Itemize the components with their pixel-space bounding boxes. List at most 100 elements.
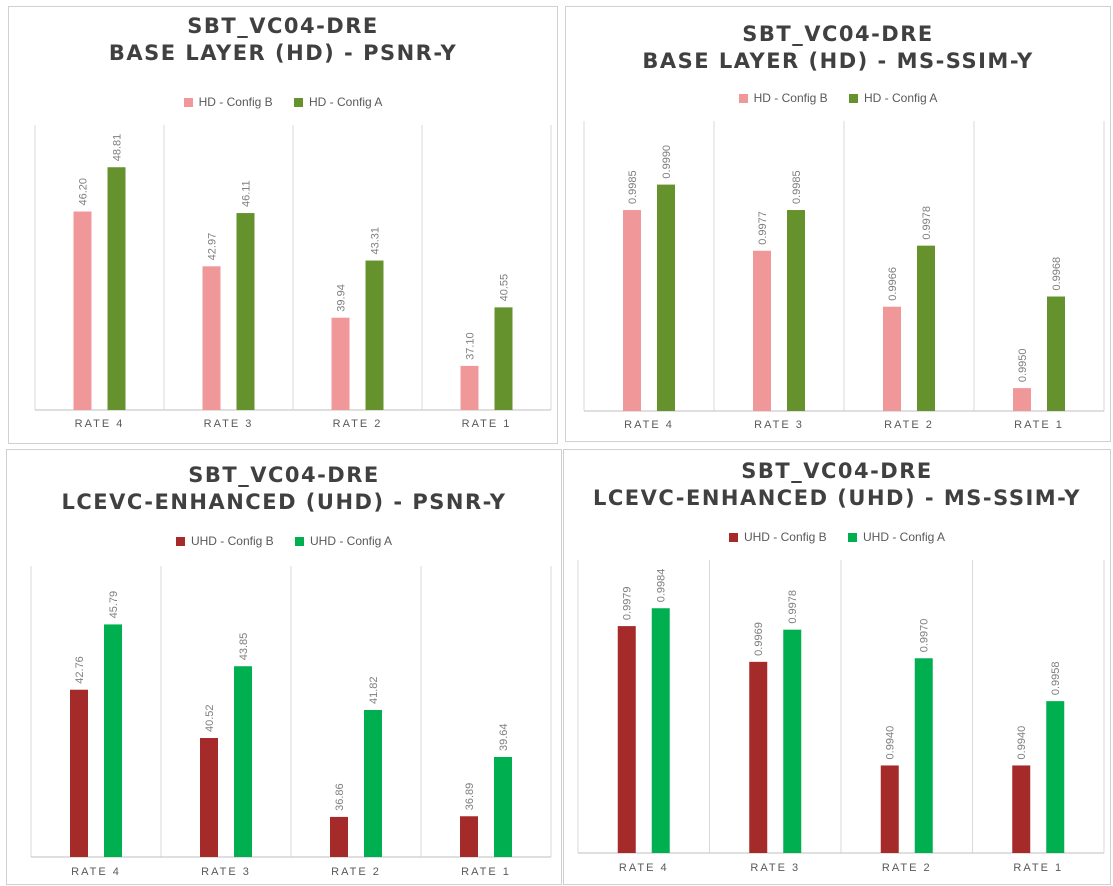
data-label: 39.64 [498,723,510,751]
chart-legend: HD - Config B HD - Config A [566,91,1110,106]
chart-plot: 0.9985 0.9990 RATE 4 0.9977 0.9985 RATE 3 0.99… [583,121,1105,431]
chart-title-line-1: SBT_VC04-DRE [742,22,934,46]
chart-title-line-1: SBT_VC04-DRE [741,459,933,483]
x-tick-label: RATE 4 [71,866,121,878]
data-label: 0.9970 [919,619,931,653]
chart-title-line-2: BASE LAYER (HD) - MS-SSIM-Y [642,49,1034,73]
bar [364,709,382,857]
data-label: 0.9940 [1016,726,1028,760]
bar [202,266,221,410]
bar [1046,701,1065,853]
bar [331,317,350,410]
legend-item-series-2: UHD - Config A [295,534,392,548]
legend-item-series-1: HD - Config B [183,95,273,109]
bar [236,213,255,410]
x-tick-label: RATE 2 [882,862,932,874]
x-tick-label: RATE 3 [754,419,804,431]
legend-swatch-series-1 [183,97,193,107]
bar [917,245,935,411]
bar [1012,765,1031,853]
chart-title: SBT_VC04-DRE LCEVC-ENHANCED (UHD) - MS-S… [564,458,1110,512]
chart-panel-hd-ms-ssim: SBT_VC04-DRE BASE LAYER (HD) - MS-SSIM-Y… [565,6,1111,442]
data-label: 0.9978 [787,590,799,624]
x-tick-label: RATE 3 [201,866,251,878]
data-label: 48.81 [112,134,124,162]
legend-item-series-1: UHD - Config B [728,530,827,544]
chart-panel-uhd-ms-ssim: SBT_VC04-DRE LCEVC-ENHANCED (UHD) - MS-S… [563,449,1111,885]
data-label: 39.94 [336,284,348,312]
data-label: 41.82 [368,676,380,704]
bar [787,210,805,411]
legend-item-series-2: HD - Config A [294,95,382,109]
x-tick-label: RATE 1 [461,866,511,878]
bar [783,629,802,853]
x-tick-label: RATE 4 [624,419,674,431]
legend-item-series-1: HD - Config B [738,91,828,105]
data-label: 0.9977 [757,211,769,245]
legend-label-series-2: UHD - Config A [310,534,393,548]
chart-title: SBT_VC04-DRE LCEVC-ENHANCED (UHD) - PSNR… [7,462,561,516]
data-label: 46.20 [78,178,90,206]
data-label: 42.97 [207,233,219,261]
chart-legend: HD - Config B HD - Config A [9,95,557,110]
chart-plot: 46.20 48.81 RATE 4 42.97 46.11 RATE 3 39.94 43.… [34,125,552,430]
chart-title-line-2: LCEVC-ENHANCED (UHD) - PSNR-Y [61,490,507,514]
x-tick-label: RATE 2 [884,419,934,431]
data-label: 0.9958 [1050,661,1062,695]
legend-item-series-2: HD - Config A [849,91,937,105]
x-tick-label: RATE 1 [1013,862,1063,874]
data-label: 0.9950 [1017,348,1029,382]
chart-legend: UHD - Config B UHD - Config A [564,530,1110,545]
bar [200,738,218,857]
bar [617,626,636,853]
bar [1047,296,1065,411]
data-label: 42.76 [74,656,86,684]
legend-item-series-1: UHD - Config B [175,534,274,548]
chart-title-line-2: LCEVC-ENHANCED (UHD) - MS-SSIM-Y [592,486,1081,510]
bar [651,608,670,853]
x-tick-label: RATE 4 [75,418,125,430]
data-label: 0.9984 [656,569,668,603]
chart-title-line-2: BASE LAYER (HD) - PSNR-Y [108,41,458,65]
legend-label-series-2: UHD - Config A [863,530,946,544]
legend-swatch-series-1 [728,532,738,542]
x-tick-label: RATE 1 [1014,419,1064,431]
data-label: 0.9940 [885,726,897,760]
data-label: 0.9985 [791,170,803,204]
bar [365,260,384,410]
bar [107,167,126,410]
x-tick-label: RATE 3 [204,418,254,430]
bar [73,211,92,410]
legend-label-series-2: HD - Config A [864,91,938,105]
chart-plot: 42.76 45.79 RATE 4 40.52 43.85 RATE 3 36.86 41.… [30,566,552,878]
legend-label-series-1: UHD - Config B [190,534,274,548]
legend-swatch-series-2 [848,532,857,542]
data-label: 0.9979 [622,586,634,620]
legend-label-series-1: HD - Config B [753,91,828,105]
bar [330,816,348,857]
bar [460,365,479,410]
chart-plot: 0.9979 0.9984 RATE 4 0.9969 0.9978 RATE 3 0.99… [577,560,1105,874]
chart-title-line-1: SBT_VC04-DRE [187,14,379,38]
legend-swatch-series-2 [294,97,303,107]
data-label: 46.11 [241,180,253,207]
bar [460,816,478,857]
bar [880,765,899,853]
bar [1013,388,1031,411]
bar [104,624,122,857]
data-label: 43.85 [238,633,250,661]
data-label: 40.52 [204,704,216,732]
bar [234,666,252,857]
chart-title-line-1: SBT_VC04-DRE [188,463,380,487]
bar [70,689,88,857]
data-label: 0.9978 [921,206,933,240]
bar [753,250,771,411]
legend-label-series-1: UHD - Config B [743,530,827,544]
bar [494,307,513,410]
data-label: 40.55 [499,274,511,302]
data-label: 45.79 [108,591,120,619]
bar [749,661,768,853]
bar [914,658,933,853]
data-label: 0.9985 [627,170,639,204]
x-tick-label: RATE 3 [750,862,800,874]
